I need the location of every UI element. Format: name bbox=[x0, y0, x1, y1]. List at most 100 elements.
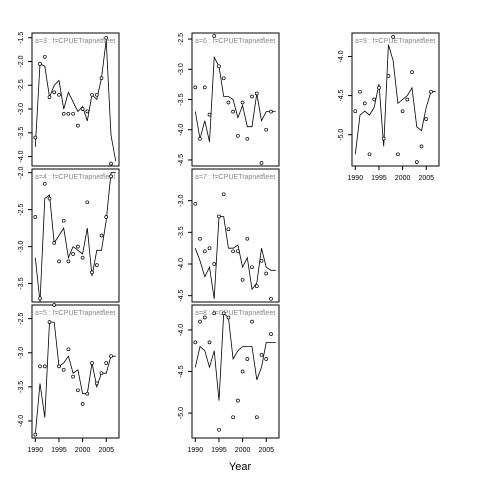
panel-a8: a=8 : f=CPUETrapnetfleet -4.0 -4.5 -5.0 1990… bbox=[178, 304, 280, 454]
panel-a7-data-point bbox=[221, 192, 226, 197]
panel-a9-data-point bbox=[429, 89, 433, 94]
panel-a3-data-point bbox=[38, 62, 42, 66]
panel-a8-frame bbox=[191, 304, 280, 439]
panel-a9-ytick-label: -4.5 bbox=[338, 89, 345, 101]
panel-a7-data-point bbox=[240, 277, 245, 282]
panel-a5-xtick-label: 1995 bbox=[51, 447, 67, 454]
panel-a3-data-point bbox=[42, 54, 47, 59]
panel-a4-data-point bbox=[61, 218, 66, 223]
panel-a7-frame bbox=[191, 168, 280, 303]
panel-a4: a=4 : f=CPUETrapnetfleet -2.0 -2.5 -3.0 -3.5 bbox=[18, 167, 120, 303]
panel-a4-frame bbox=[31, 168, 120, 303]
panel-a5-data-point bbox=[42, 364, 47, 369]
panel-a3-ytick-label: -4.0 bbox=[18, 150, 25, 162]
panel-a5-ytick-label: -4.0 bbox=[18, 415, 25, 427]
panel-a5-data-point bbox=[38, 364, 42, 369]
panel-a6-data-point bbox=[254, 91, 259, 96]
panel-a3-data-point bbox=[80, 107, 85, 111]
panel-a7: a=7 : f=CPUETrapnetfleet -3.0 -3.5 -4.0 -4.5 bbox=[178, 168, 280, 303]
panel-a7-data-point bbox=[236, 249, 240, 254]
panel-a7-ytick-label: -3.5 bbox=[178, 226, 185, 238]
panel-a9-data-point bbox=[377, 85, 381, 90]
panel-a9-data-point bbox=[414, 160, 419, 164]
panel-a6-data-point bbox=[264, 127, 269, 132]
panel-a8-series-line bbox=[194, 312, 276, 401]
panel-a9: a=9 : f=CPUETrapnetfleet -4.0 -4.5 -5.0 1990… bbox=[338, 32, 440, 182]
panel-a8-data-point bbox=[193, 340, 198, 345]
panel-a6-data-point bbox=[193, 85, 198, 90]
panel-a6-ytick-label: -4.5 bbox=[178, 154, 185, 166]
panel-a3-data-point bbox=[57, 92, 61, 97]
panel-a9-data-point bbox=[419, 144, 424, 149]
panel-a5-frame bbox=[31, 304, 120, 439]
panel-a4-data-point bbox=[71, 252, 75, 256]
panel-a7-series-line bbox=[194, 216, 276, 299]
panel-a8-data-point bbox=[264, 357, 269, 361]
panel-a7-data-point bbox=[264, 271, 269, 276]
panel-a3-data-point bbox=[76, 123, 80, 128]
panel-a4-ytick-label: -3.0 bbox=[18, 240, 25, 252]
panel-a6-data-point bbox=[245, 136, 250, 141]
panel-a7-data-point bbox=[202, 249, 207, 254]
panel-a4-data-point bbox=[90, 270, 94, 275]
panel-a9-xtick-label: 2005 bbox=[418, 175, 434, 182]
panel-a8-xtick-label: 2000 bbox=[235, 447, 251, 454]
panel-a8-xtick-label: 1995 bbox=[211, 447, 227, 454]
panel-a6-data-point bbox=[198, 136, 202, 141]
panel-a4-data-point bbox=[80, 255, 85, 260]
panel-a6-data-point bbox=[240, 100, 245, 105]
panel-a5-data-point bbox=[57, 364, 61, 369]
panel-a9-strip-label: a=9 : f=CPUETrapnetfleet bbox=[355, 38, 435, 45]
panel-a8-data-point bbox=[250, 319, 254, 324]
panel-a6-data-point bbox=[207, 112, 212, 117]
panel-a5-xtick-label: 1990 bbox=[28, 447, 44, 454]
panel-a9-data-point bbox=[367, 152, 372, 157]
panel-a9-data-point bbox=[381, 136, 386, 141]
panel-a5-data-point bbox=[76, 388, 80, 393]
panel-a3-data-point bbox=[99, 76, 104, 80]
panel-a7-data-point bbox=[259, 258, 264, 263]
panel-a8-data-point bbox=[226, 315, 231, 320]
panel-a3-data-point bbox=[90, 92, 94, 97]
panel-a5-data-point bbox=[52, 303, 57, 307]
panel-a5: a=5 : f=CPUETrapnetfleet -2.5 -3.0 -3.5 -4.0… bbox=[18, 303, 120, 454]
panel-a9-series-line bbox=[354, 44, 436, 155]
panel-a4-data-point bbox=[76, 244, 80, 249]
panel-a8-strip-label: a=8 : f=CPUETrapnetfleet bbox=[195, 310, 275, 317]
panel-a3-strip-label: a=3 : f=CPUETrapnetfleet bbox=[35, 38, 115, 45]
panel-a5-ytick-label: -3.5 bbox=[18, 381, 25, 393]
panel-a9-data-point bbox=[358, 89, 362, 94]
panel-a4-series-line bbox=[34, 172, 116, 303]
panel-a8-data-point bbox=[198, 319, 202, 324]
panel-a4-data-point bbox=[33, 215, 38, 219]
panel-a5-data-point bbox=[80, 402, 85, 406]
panel-a8-ytick-label: -5.0 bbox=[178, 407, 185, 419]
panel-a3: a=3 : f=CPUETrapnetfleet -1.5 -2.0 -2.5 -3.0… bbox=[18, 32, 120, 167]
panel-a4-ytick-label: -2.5 bbox=[18, 204, 25, 216]
panel-a9-data-point bbox=[410, 70, 414, 74]
panel-a9-data-point bbox=[362, 101, 367, 106]
panel-a9-data-point bbox=[353, 109, 358, 114]
panel-a3-ytick-label: -3.5 bbox=[18, 127, 25, 139]
panel-a7-ytick-label: -4.5 bbox=[178, 290, 185, 302]
panel-a7-ytick-label: -3.0 bbox=[178, 195, 185, 207]
panel-a8-data-point bbox=[236, 398, 240, 403]
panel-a8-xtick-label: 1990 bbox=[188, 447, 204, 454]
panel-a5-data-point bbox=[90, 361, 94, 365]
panel-a9-frame bbox=[351, 32, 440, 167]
panel-a8-data-point bbox=[231, 415, 235, 420]
panel-a4-strip-label: a=4 : f=CPUETrapnetfleet bbox=[35, 174, 115, 181]
panel-a7-data-point bbox=[231, 249, 235, 254]
panel-a7-data-point bbox=[207, 246, 212, 251]
panel-a5-data-point bbox=[99, 371, 104, 376]
panel-a5-data-point bbox=[94, 381, 99, 386]
panel-a4-data-point bbox=[94, 263, 99, 267]
panel-a7-ytick-label: -4.0 bbox=[178, 258, 185, 270]
panel-a5-xtick-label: 2000 bbox=[75, 447, 91, 454]
panel-a5-data-point bbox=[71, 374, 75, 379]
panel-a9-data-point bbox=[396, 152, 400, 157]
panel-a9-xtick-label: 2000 bbox=[395, 175, 411, 182]
panel-a6-data-point bbox=[221, 76, 226, 81]
panel-a3-data-point bbox=[61, 111, 66, 116]
